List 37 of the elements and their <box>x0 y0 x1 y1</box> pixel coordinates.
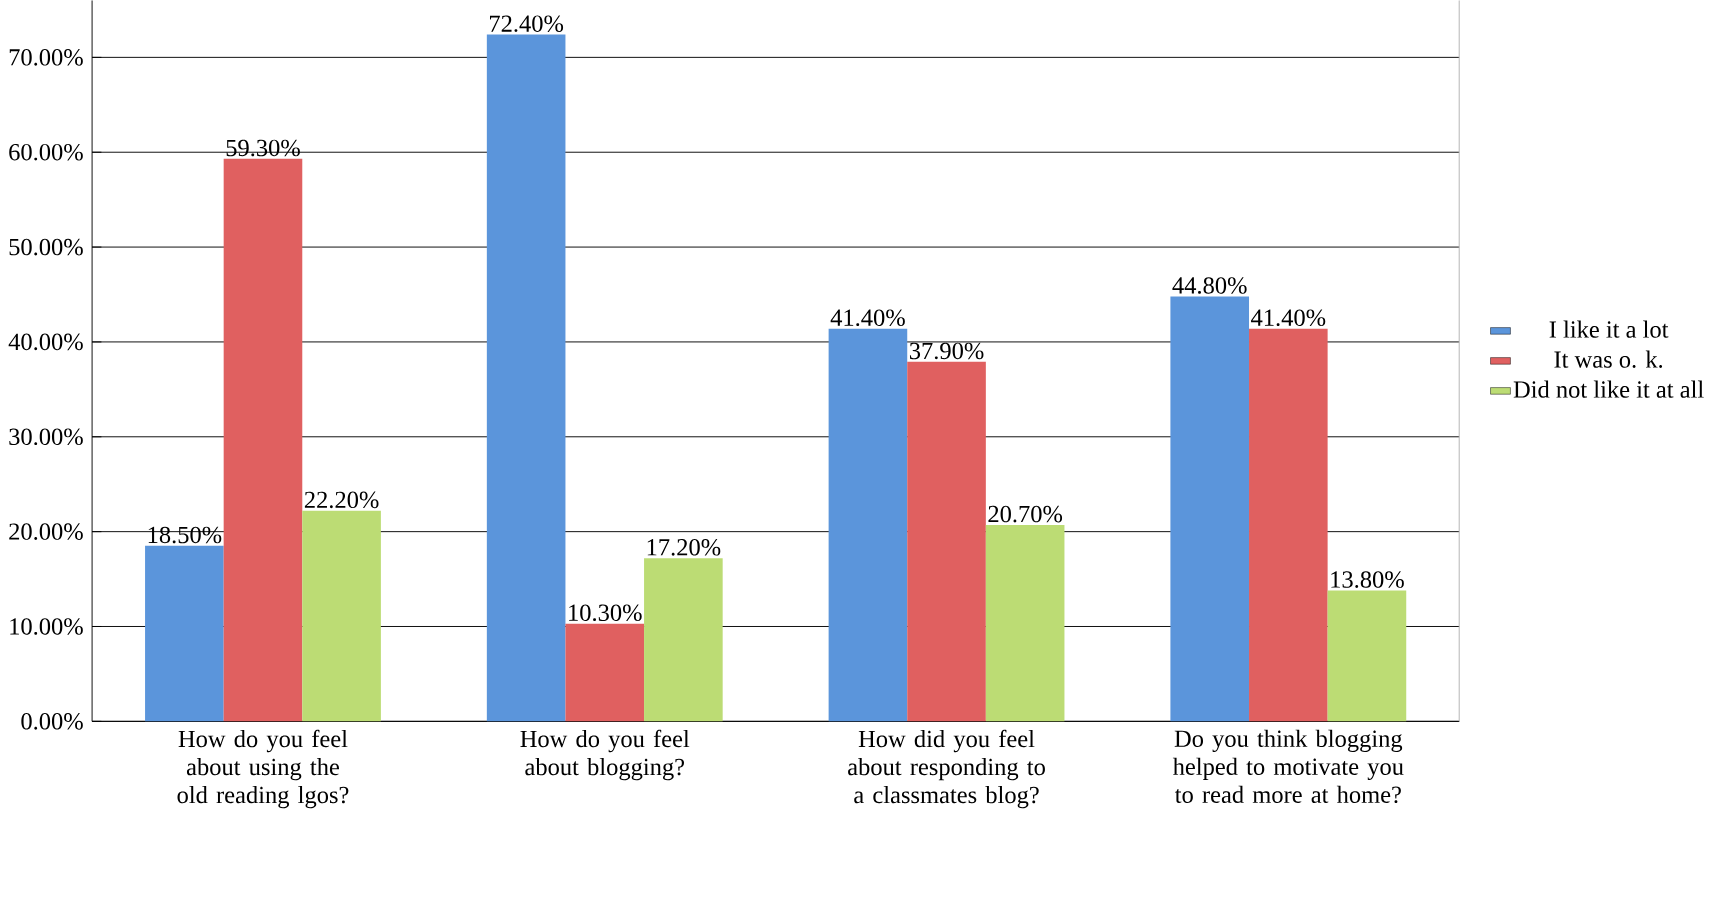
data-label: 44.80% <box>1172 277 1247 294</box>
y-tick-label: 10.00% <box>10 618 83 635</box>
bar <box>644 558 723 722</box>
y-tick-label: 20.00% <box>9 523 83 541</box>
bar <box>223 158 303 722</box>
x-tick-label: Do you think blogging helped to motivate you to read more at home? <box>1172 729 1404 804</box>
data-label: 72.40% <box>490 15 564 33</box>
bar <box>1170 296 1250 722</box>
data-label: 17.20% <box>647 539 721 556</box>
data-label: 41.40% <box>1251 309 1326 327</box>
bar <box>828 328 908 722</box>
bar <box>907 361 986 722</box>
data-label: 20.70% <box>988 505 1063 523</box>
x-tick-label: How do you feel about blogging? <box>520 729 690 781</box>
y-tick-label: 0.00% <box>21 713 83 730</box>
data-label: 13.80% <box>1331 571 1404 588</box>
bar <box>302 510 381 722</box>
bar <box>486 34 566 722</box>
legend-label: I like it a lot <box>1549 320 1669 338</box>
bar <box>145 545 224 722</box>
y-tick-label: 60.00% <box>9 143 83 161</box>
bar <box>1249 328 1328 722</box>
data-label: 10.30% <box>569 604 642 622</box>
bar <box>565 623 645 722</box>
y-tick-label: 40.00% <box>8 333 83 351</box>
bar <box>1327 590 1407 722</box>
legend-label: Did not like it at all <box>1513 380 1704 398</box>
y-tick-label: 70.00% <box>9 49 83 66</box>
legend-label: It was o. k. <box>1554 350 1663 368</box>
data-label: 41.40% <box>830 309 905 327</box>
bar <box>985 525 1065 722</box>
y-tick-label: 30.00% <box>9 428 83 446</box>
x-tick-label: How do you feel about using the old reading lgos? <box>177 729 349 809</box>
x-tick-label: How did you feel about responding to a classmates blog? <box>848 729 1045 809</box>
data-label: 22.20% <box>304 491 379 509</box>
data-label: 37.90% <box>909 342 984 360</box>
y-tick-label: 50.00% <box>9 238 83 256</box>
